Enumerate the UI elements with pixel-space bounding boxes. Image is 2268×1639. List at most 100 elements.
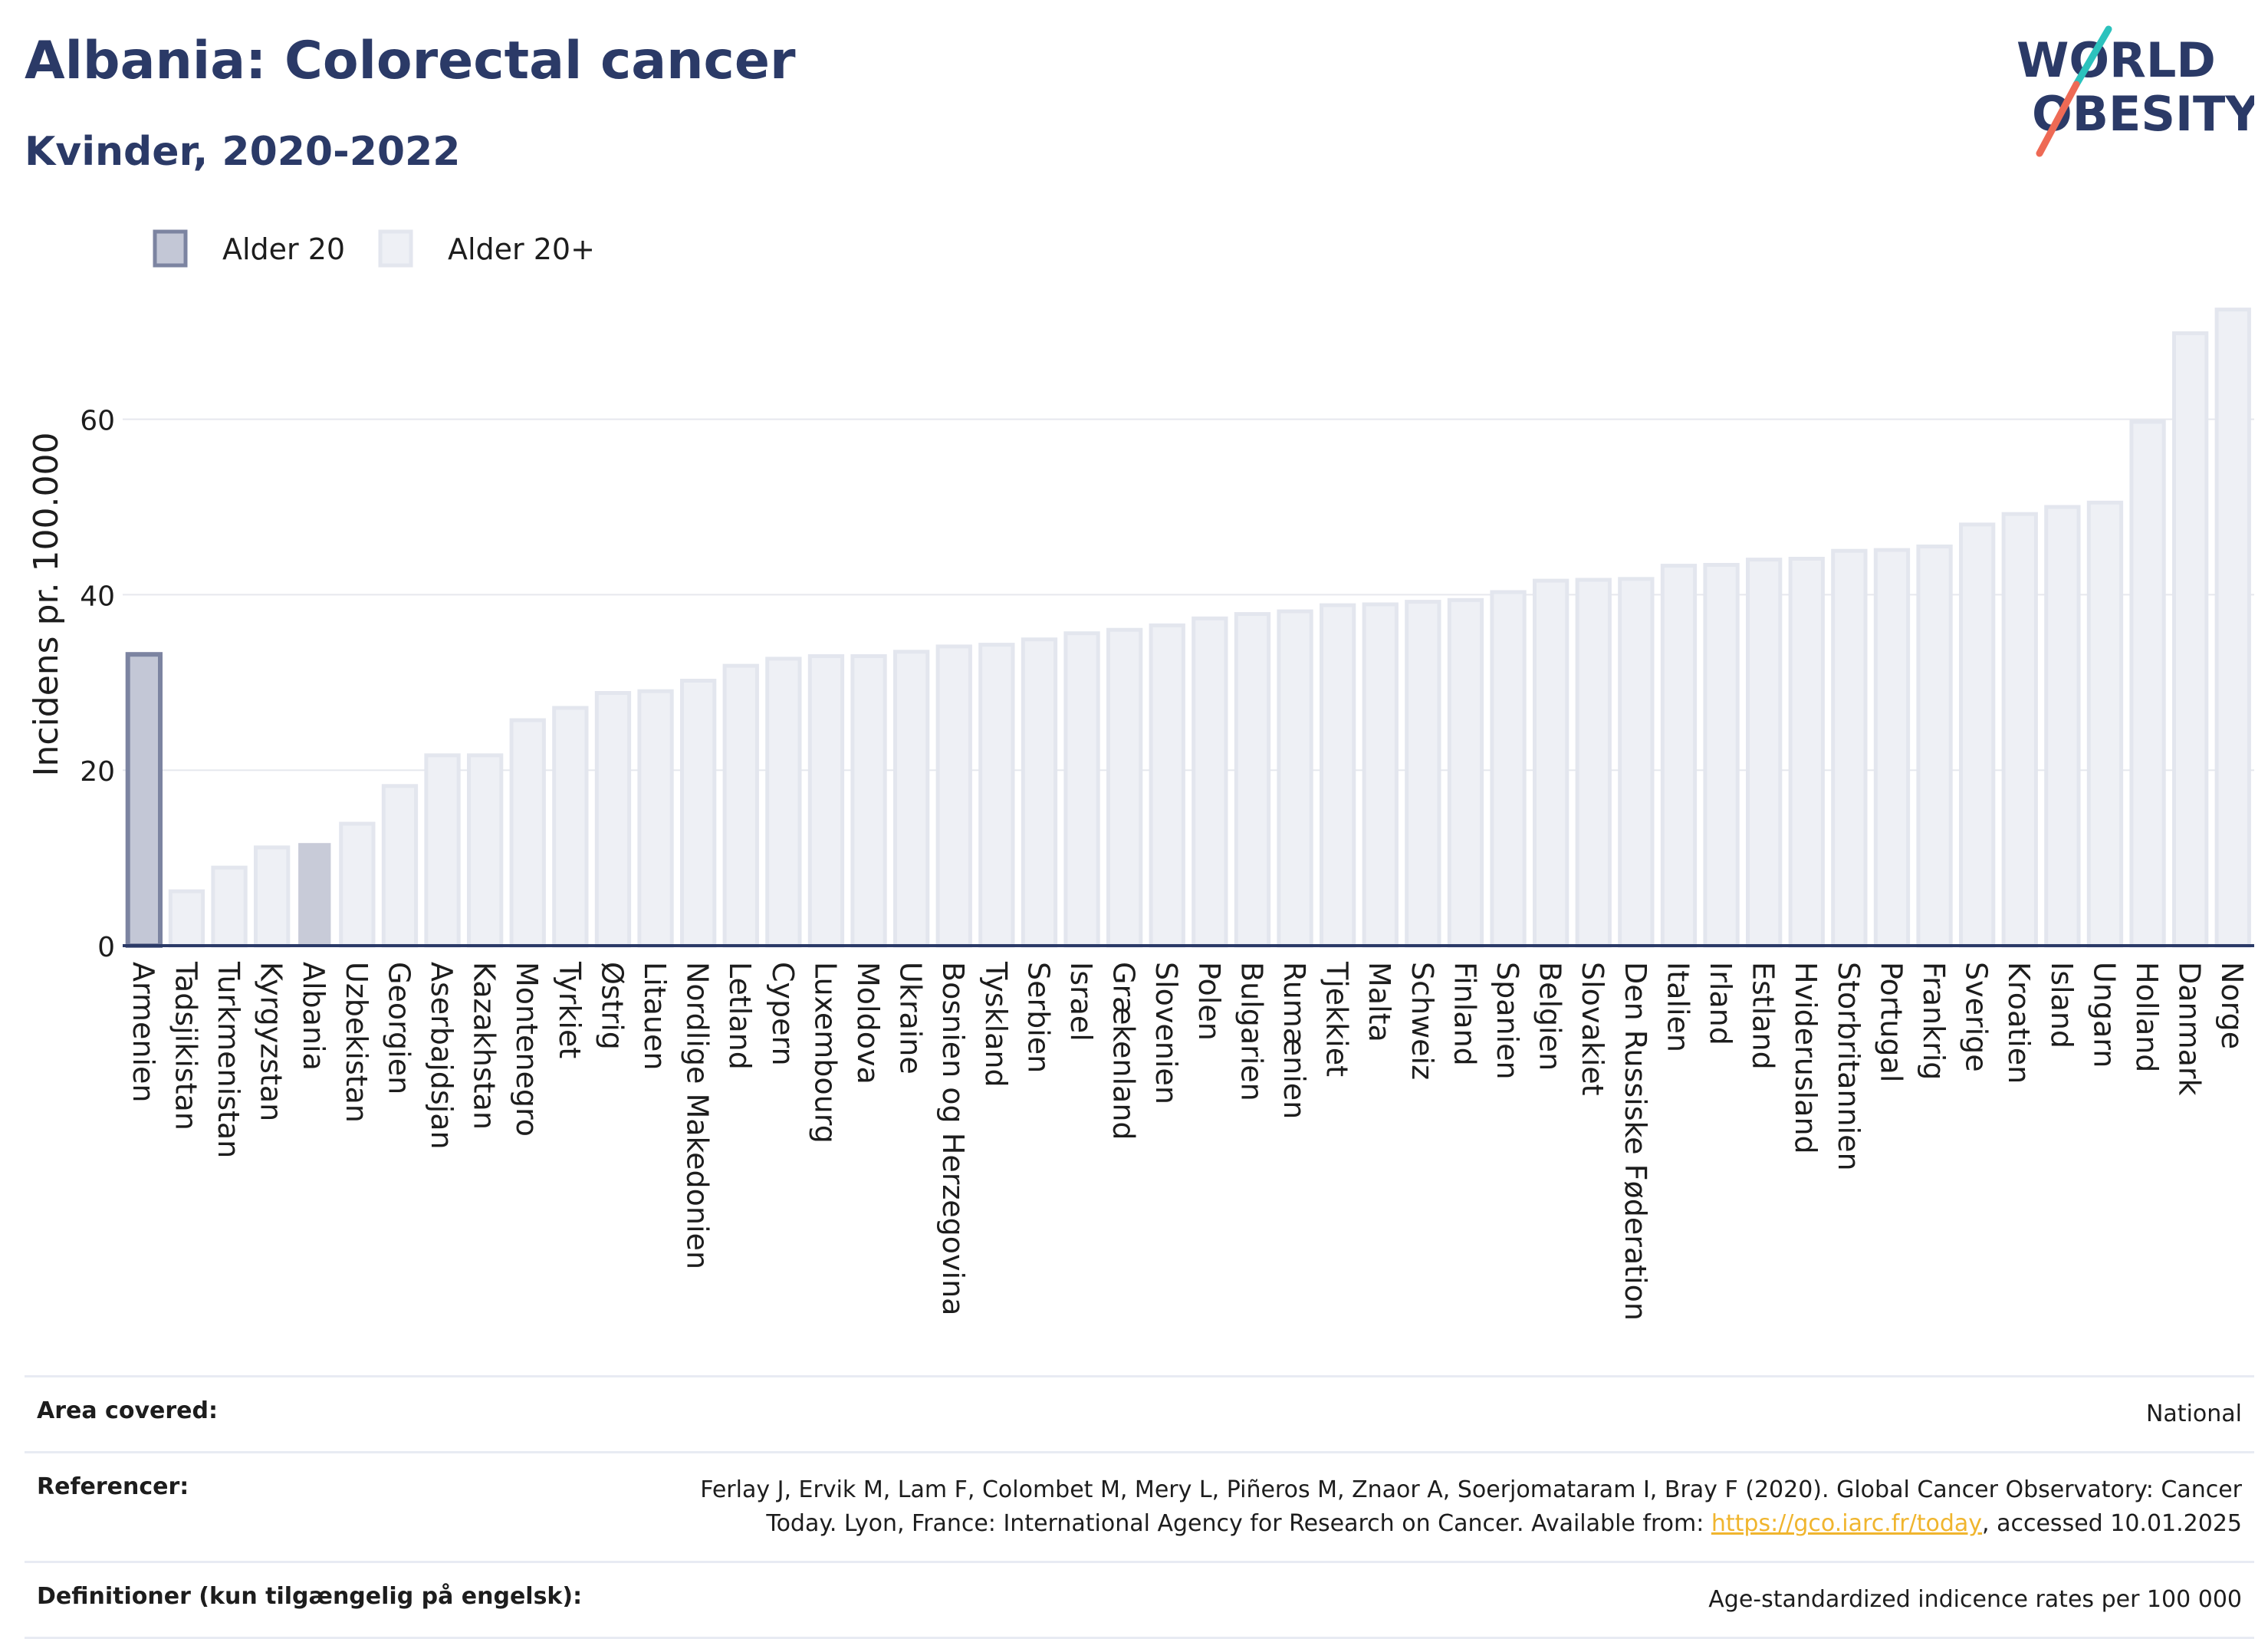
bar-slovakiet bbox=[1575, 578, 1612, 948]
bar-danmark bbox=[2172, 331, 2209, 948]
bar-malta bbox=[1362, 602, 1399, 948]
x-tick-label: Kyrgyzstan bbox=[255, 962, 288, 1121]
bar-letland bbox=[722, 663, 759, 948]
references-label: Referencer: bbox=[37, 1473, 189, 1500]
bars bbox=[125, 308, 2251, 948]
area-covered-value: National bbox=[2145, 1400, 2242, 1427]
x-tick-label: Kazakhstan bbox=[468, 962, 501, 1130]
bar-chart: Alder 20 Alder 20+ 0 20 40 60 Incidens pr. … bbox=[27, 229, 2254, 1321]
x-tick-label: Tadsjikistan bbox=[169, 961, 202, 1131]
definitions-label: Definitioner (kun tilgængelig på engelsk… bbox=[37, 1583, 583, 1610]
logo-slash-coral bbox=[2036, 81, 2080, 157]
bar-norge bbox=[2214, 308, 2251, 948]
bar-armenien bbox=[125, 652, 163, 948]
x-tick-label: Montenegro bbox=[510, 962, 544, 1137]
x-tick-label: Israel bbox=[1064, 962, 1098, 1042]
x-tick-label: Spanien bbox=[1491, 962, 1524, 1080]
bar-tyskland bbox=[978, 643, 1015, 948]
y-tick-label: 0 bbox=[97, 932, 115, 963]
bar-storbritannien bbox=[1831, 548, 1868, 948]
y-tick-label: 60 bbox=[80, 406, 115, 437]
chart-legend: Alder 20 Alder 20+ bbox=[153, 229, 595, 268]
bar-aserbajdsjan bbox=[424, 753, 461, 948]
x-tick-label: Danmark bbox=[2173, 962, 2207, 1096]
bar-serbien bbox=[1021, 637, 1058, 948]
bar-tadsjikistan bbox=[168, 889, 205, 948]
bar-grækenland bbox=[1106, 627, 1143, 948]
bar-nordlige-makedonien bbox=[680, 679, 717, 948]
bar-tjekkiet bbox=[1320, 603, 1356, 948]
bar-albania bbox=[298, 843, 331, 946]
bar-ungarn bbox=[2086, 500, 2124, 948]
x-tick-label: Rumænien bbox=[1277, 962, 1311, 1119]
x-tick-label: Albania bbox=[297, 962, 330, 1071]
bar-uzbekistan bbox=[339, 821, 376, 948]
x-axis-labels: Armenien Tadsjikistan Turkmenistan Kyrgyzst… bbox=[127, 961, 2249, 1321]
x-tick-label: Tyrkiet bbox=[553, 961, 587, 1058]
legend-swatch-alder-20-plus bbox=[378, 229, 413, 268]
x-tick-label: Finland bbox=[1448, 962, 1481, 1066]
y-tick-label: 20 bbox=[80, 756, 115, 788]
footer-row-definitions: Definitioner (kun tilgængelig på engelsk… bbox=[25, 1561, 2254, 1639]
x-tick-label: Kroatien bbox=[2002, 962, 2036, 1084]
x-tick-label: Island bbox=[2045, 962, 2079, 1048]
x-tick-label: Malta bbox=[1362, 962, 1396, 1042]
bar-irland bbox=[1703, 563, 1740, 948]
x-tick-label: Irland bbox=[1704, 962, 1737, 1045]
x-tick-label: Portugal bbox=[1874, 962, 1908, 1082]
references-value: Ferlay J, Ervik M, Lam F, Colombet M, Me… bbox=[647, 1473, 2242, 1541]
y-tick-label: 40 bbox=[80, 581, 115, 612]
bar-ukraine bbox=[893, 650, 930, 948]
page-subtitle: Kvinder, 2020-2022 bbox=[25, 129, 461, 175]
x-tick-label: Letland bbox=[723, 962, 757, 1070]
bar-bulgarien bbox=[1234, 612, 1271, 948]
references-text: Ferlay J, Ervik M, Lam F, Colombet M, Me… bbox=[700, 1476, 2242, 1537]
bar-estland bbox=[1746, 558, 1783, 948]
y-axis-title: Incidens pr. 100.000 bbox=[27, 433, 66, 777]
x-tick-label: Italien bbox=[1661, 962, 1694, 1052]
legend-label-alder-20-plus: Alder 20+ bbox=[448, 232, 595, 266]
bar-slovenien bbox=[1149, 623, 1185, 948]
x-tick-label: Ungarn bbox=[2087, 962, 2121, 1068]
x-tick-label: Bulgarien bbox=[1234, 962, 1268, 1101]
x-tick-label: Sverige bbox=[1960, 962, 1994, 1072]
bar-den-russiske-føderation bbox=[1618, 577, 1655, 948]
x-tick-label: Hviderusland bbox=[1789, 962, 1823, 1154]
bar-tyrkiet bbox=[552, 706, 589, 948]
x-tick-label: Polen bbox=[1192, 962, 1226, 1041]
references-link[interactable]: https://gco.iarc.fr/today bbox=[1711, 1510, 1983, 1537]
bar-sverige bbox=[1959, 522, 1996, 948]
bar-portugal bbox=[1873, 548, 1911, 948]
x-tick-label: Tjekkiet bbox=[1320, 961, 1354, 1077]
bar-finland bbox=[1447, 597, 1484, 948]
bar-litauen bbox=[637, 689, 674, 948]
x-tick-label: Østrig bbox=[595, 962, 629, 1050]
x-tick-label: Turkmenistan bbox=[212, 961, 245, 1158]
x-tick-label: Georgien bbox=[382, 962, 416, 1094]
x-tick-label: Slovakiet bbox=[1576, 962, 1609, 1096]
legend-label-alder-20: Alder 20 bbox=[222, 232, 345, 266]
area-covered-label: Area covered: bbox=[37, 1397, 218, 1424]
bar-frankrig bbox=[1916, 545, 1953, 948]
bar-østrig bbox=[594, 691, 632, 948]
footer-table: Area covered: National Referencer: Ferla… bbox=[25, 1375, 2254, 1639]
bar-holland bbox=[2129, 420, 2166, 948]
bar-cypern bbox=[765, 657, 802, 948]
bar-island bbox=[2044, 505, 2081, 948]
logo-slash-teal bbox=[2072, 25, 2112, 88]
x-tick-label: Serbien bbox=[1021, 962, 1055, 1073]
logo-line1: WORLD bbox=[2017, 32, 2216, 88]
x-tick-label: Grækenland bbox=[1107, 962, 1141, 1140]
x-tick-label: Slovenien bbox=[1149, 962, 1183, 1104]
x-tick-label: Den Russiske Føderation bbox=[1619, 962, 1652, 1321]
bar-montenegro bbox=[509, 718, 546, 948]
bar-kazakhstan bbox=[467, 753, 504, 948]
bar-italien bbox=[1660, 564, 1698, 948]
x-tick-label: Cypern bbox=[766, 962, 800, 1066]
bar-luxembourg bbox=[807, 654, 845, 948]
x-tick-label: Bosnien og Herzegovina bbox=[936, 962, 970, 1315]
x-tick-label: Belgien bbox=[1533, 962, 1567, 1071]
world-obesity-logo: WORLD OBESITY bbox=[2017, 25, 2254, 157]
x-tick-label: Nordlige Makedonien bbox=[681, 962, 715, 1269]
bar-polen bbox=[1192, 616, 1228, 948]
